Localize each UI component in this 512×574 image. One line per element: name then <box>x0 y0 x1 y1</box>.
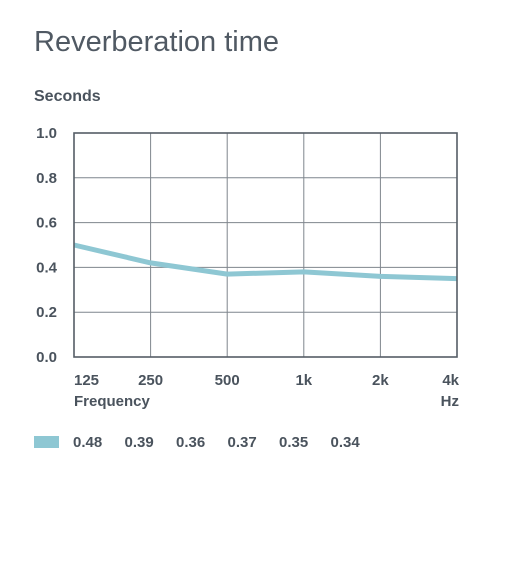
y-tick-label: 0.2 <box>36 304 57 321</box>
plot-frame <box>73 132 458 358</box>
x-axis-label: Frequency <box>74 393 151 410</box>
chart-title: Reverberation time <box>34 26 279 58</box>
legend-values: 0.48 0.39 0.36 0.37 0.35 0.34 <box>73 434 382 451</box>
x-tick-label: 250 <box>138 372 163 389</box>
x-tick-label: 1k <box>295 372 312 389</box>
y-tick-label: 0.6 <box>36 215 57 232</box>
x-tick-label: 2k <box>372 372 389 389</box>
legend-value: 0.39 <box>124 433 154 451</box>
x-axis-unit: Hz <box>441 393 459 410</box>
series-layer <box>73 242 458 282</box>
y-tick-label: 0.8 <box>36 170 57 187</box>
frame-layer <box>73 132 458 358</box>
legend-value: 0.37 <box>227 433 257 451</box>
x-tick-label: 500 <box>215 372 240 389</box>
legend-swatch <box>34 436 59 448</box>
y-tick-label: 0.0 <box>36 349 57 366</box>
y-tick-label: 1.0 <box>36 125 57 142</box>
x-tick-label: 4k <box>442 372 459 389</box>
legend-value: 0.36 <box>176 433 206 451</box>
legend-value: 0.35 <box>279 433 309 451</box>
tick-layer: 0.0 0.2 0.4 0.6 0.8 1.0 125 250 500 1k 2k 4k <box>36 125 460 389</box>
series-line <box>73 242 458 282</box>
x-tick-label: 125 <box>74 372 99 389</box>
y-tick-label: 0.4 <box>36 259 58 276</box>
legend-value: 0.48 <box>73 433 103 451</box>
legend: 0.48 0.39 0.36 0.37 0.35 0.34 <box>34 432 382 452</box>
y-axis-label: Seconds <box>34 88 101 105</box>
legend-value: 0.34 <box>330 433 360 451</box>
grid-layer <box>74 133 457 357</box>
